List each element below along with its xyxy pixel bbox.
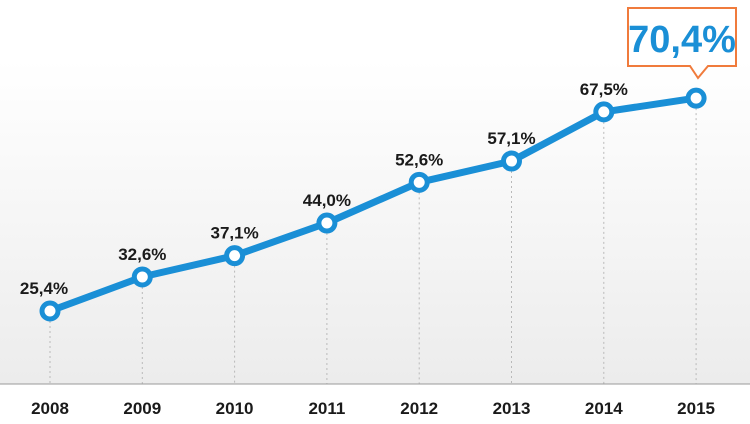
data-point-2013 [501,150,522,172]
data-point-2011 [316,212,338,234]
highlight-callout: 70,4% [627,7,737,80]
callout-box [627,7,737,80]
x-tick-label-2009: 2009 [123,399,161,418]
x-tick-label-2010: 2010 [216,399,254,418]
callout-value: 70,4% [628,19,736,61]
x-tick-label-2014: 2014 [585,399,623,418]
data-label-2009: 32,6% [118,245,166,264]
data-label-2013: 57,1% [487,129,535,148]
data-labels: 25,4% 32,6% 37,1% 44,0% 52,6% 57,1% 67,5% [20,80,628,298]
series-line [46,94,700,315]
data-point-2010 [224,245,246,267]
data-label-2012: 52,6% [395,150,443,169]
data-point-2008 [39,300,61,322]
x-tick-label-2015: 2015 [677,399,715,418]
data-point-2012 [408,171,430,193]
data-points [39,87,707,322]
data-point-2014 [593,101,615,123]
vertical-gridlines [49,98,697,384]
x-tick-label-2011: 2011 [308,399,345,418]
plot-background [0,60,750,384]
data-label-2011: 44,0% [303,191,351,210]
data-label-2010: 37,1% [210,224,258,243]
x-tick-label-2013: 2013 [493,399,531,418]
x-axis-tick-labels: 2008 2009 2010 2011 2012 2013 2014 2015 [31,399,715,418]
x-tick-label-2012: 2012 [400,399,438,418]
data-point-2009 [131,266,153,288]
data-point-2015 [685,87,707,109]
data-label-2008: 25,4% [20,279,68,298]
data-label-2014: 67,5% [580,80,628,99]
x-tick-label-2008: 2008 [31,399,69,418]
